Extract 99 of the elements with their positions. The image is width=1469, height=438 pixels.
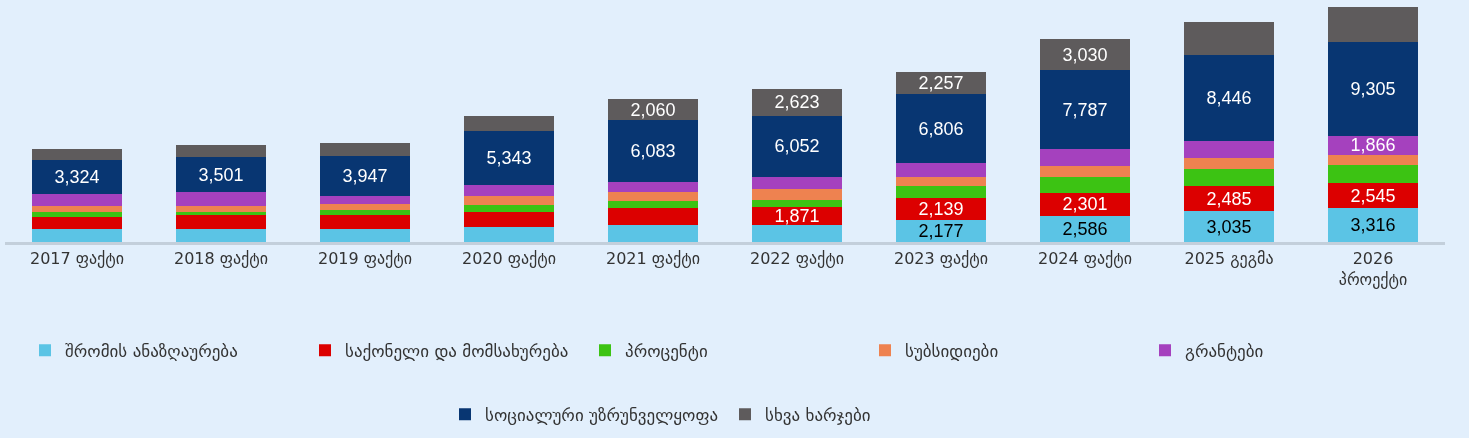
data-label: 2,545	[1350, 185, 1396, 206]
x-tick-label: 2017 ფაქტი	[29, 249, 125, 269]
bar	[752, 115, 842, 177]
bar	[320, 209, 410, 215]
bar	[464, 211, 554, 228]
bar	[608, 201, 698, 209]
x-tick-label: 2022 ფაქტი	[749, 249, 845, 269]
data-label: 2,623	[774, 92, 820, 113]
data-label: 2,586	[1062, 218, 1108, 239]
bar	[32, 211, 122, 217]
data-label: 2,485	[1206, 188, 1252, 209]
bar	[1040, 70, 1130, 149]
x-tick-label: 2025 გეგმა	[1184, 249, 1274, 269]
bar	[1040, 176, 1130, 193]
bar	[464, 116, 554, 132]
data-label: 6,806	[918, 118, 964, 139]
legend-label: სუბსიდიები	[905, 340, 999, 361]
bar	[32, 194, 122, 207]
data-label: 3,030	[1062, 44, 1108, 65]
bar	[752, 176, 842, 190]
bar	[1184, 22, 1274, 56]
bar	[320, 228, 410, 242]
bar	[1040, 148, 1130, 167]
data-label: 7,787	[1062, 99, 1108, 120]
bar	[32, 160, 122, 195]
bar	[896, 186, 986, 199]
bar	[1184, 55, 1274, 141]
legend-label: საქონელი და მომსახურება	[345, 340, 569, 361]
bar	[1328, 165, 1418, 183]
data-label: 3,316	[1350, 215, 1396, 236]
bar	[32, 216, 122, 229]
data-label: 6,083	[630, 141, 676, 162]
bar	[752, 199, 842, 207]
bar	[32, 149, 122, 161]
x-tick-label: 2019 ფაქტი	[317, 249, 413, 269]
data-label: 5,343	[486, 148, 532, 169]
bar	[896, 177, 986, 187]
bar	[752, 189, 842, 200]
bar	[32, 206, 122, 212]
data-label: 2,139	[918, 199, 964, 220]
data-label: 3,501	[198, 164, 244, 185]
x-tick-label: 2020 ფაქტი	[461, 249, 557, 269]
bar	[320, 204, 410, 210]
bar	[464, 131, 554, 186]
data-label: 3,947	[342, 165, 388, 186]
bar	[608, 120, 698, 182]
bar	[1328, 41, 1418, 136]
x-tick-label: 2021 ფაქტი	[605, 249, 701, 269]
bar	[608, 208, 698, 226]
bar	[1328, 7, 1418, 42]
bar	[176, 206, 266, 212]
legend-label: გრანტები	[1185, 340, 1264, 361]
bar	[176, 192, 266, 207]
bar	[320, 155, 410, 196]
data-label: 2,257	[918, 73, 964, 94]
legend-label: პროცენტი	[625, 340, 708, 361]
bar	[1328, 208, 1418, 242]
bar	[176, 145, 266, 157]
x-tick-label: 2018 ფაქტი	[173, 249, 269, 269]
bar	[320, 214, 410, 229]
data-label: 1,866	[1350, 135, 1396, 156]
bar	[320, 195, 410, 205]
data-label: 3,324	[54, 167, 100, 188]
bar	[464, 204, 554, 212]
bar	[1184, 140, 1274, 159]
bar	[1040, 39, 1130, 71]
bar	[896, 163, 986, 178]
data-label: 8,446	[1206, 88, 1252, 109]
bar	[320, 142, 410, 156]
x-tick-label: 2026 პროექტი	[1338, 249, 1408, 289]
legend-label: სხვა ხარჯები	[765, 404, 871, 425]
bar	[1184, 211, 1274, 242]
bar	[464, 227, 554, 242]
data-label: 3,035	[1206, 216, 1252, 237]
data-label: 6,052	[774, 136, 820, 157]
data-label: 2,301	[1062, 194, 1108, 215]
bar	[896, 94, 986, 164]
bar	[464, 185, 554, 196]
legend-label: შრომის ანაზღაურება	[65, 340, 238, 361]
x-tick-label: 2023 ფაქტი	[893, 249, 989, 269]
x-tick-label: 2024 ფაქტი	[1037, 249, 1133, 269]
bar	[176, 156, 266, 193]
bar	[1328, 154, 1418, 166]
data-label: 2,177	[918, 220, 964, 241]
legend-label: სოციალური უზრუნველყოფა	[485, 404, 719, 425]
bar	[608, 192, 698, 202]
bar	[176, 214, 266, 229]
bar	[1184, 158, 1274, 169]
bar	[1040, 166, 1130, 177]
data-label: 9,305	[1350, 78, 1396, 99]
bar	[608, 181, 698, 193]
bar	[464, 195, 554, 205]
bar	[608, 225, 698, 242]
bar	[752, 225, 842, 242]
data-label: 2,060	[630, 99, 676, 120]
data-label: 1,871	[774, 206, 820, 227]
bar	[1184, 168, 1274, 187]
bar	[176, 228, 266, 242]
bar	[32, 228, 122, 242]
